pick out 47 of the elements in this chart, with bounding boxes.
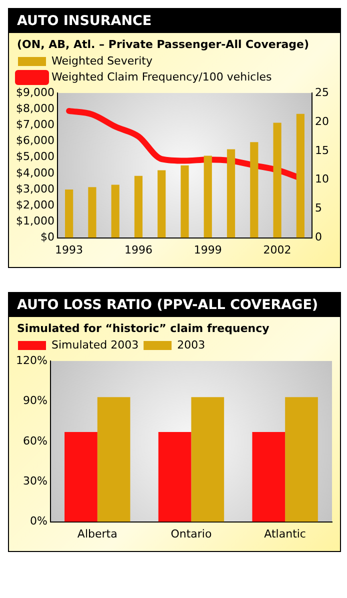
x-tick-label: 1993 <box>55 243 84 256</box>
y2-tick-label: 0 <box>315 230 322 244</box>
x-tick-label: 2002 <box>263 243 292 256</box>
bar <box>296 114 304 238</box>
y-tick-label: $6,000 <box>16 134 54 148</box>
legend-label: Simulated 2003 <box>52 338 139 352</box>
legend-label: 2003 <box>177 338 206 352</box>
bar <box>250 142 258 238</box>
y-tick-label: 120% <box>16 354 48 367</box>
y-tick-label: $7,000 <box>16 118 54 132</box>
legend-label: Weighted Claim Frequency/100 vehicles <box>52 70 272 84</box>
y-tick-label: $2,000 <box>16 198 54 212</box>
bar <box>134 176 143 238</box>
y2-tick-label: 25 <box>315 86 330 99</box>
bar <box>88 187 96 238</box>
legend-label: Weighted Severity <box>52 54 153 68</box>
x-tick-label: Alberta <box>77 527 118 540</box>
bar <box>65 190 74 238</box>
y2-tick-label: 10 <box>315 172 330 186</box>
y-tick-label: $8,000 <box>16 102 54 115</box>
y-tick-label: $3,000 <box>16 182 54 196</box>
y-tick-label: 30% <box>22 474 48 488</box>
y2-tick-label: 20 <box>315 114 330 128</box>
bar <box>111 184 120 238</box>
y-tick-label: 90% <box>22 394 48 408</box>
bar <box>204 156 212 238</box>
chart-title: AUTO LOSS RATIO (PPV-ALL COVERAGE) <box>9 293 340 317</box>
y2-tick-label: 5 <box>315 202 322 215</box>
bar <box>226 149 236 238</box>
chart-subtitle: (ON, AB, Atl. – Private Passenger-All Coverage) <box>16 37 310 51</box>
chart-subtitle: Simulated for “historic” claim frequency <box>16 321 270 335</box>
x-tick-label: Ontario <box>170 527 212 540</box>
y-tick-label: 60% <box>22 434 48 448</box>
y-tick-label: $9,000 <box>16 86 54 99</box>
bar <box>180 165 189 238</box>
y-tick-label: $1,000 <box>16 214 54 228</box>
y-tick-label: 0% <box>30 514 48 528</box>
x-tick-label: Atlantic <box>264 527 306 540</box>
y-tick-label: $4,000 <box>16 166 54 180</box>
chart-title: AUTO INSURANCE <box>9 9 340 33</box>
bar <box>158 170 166 238</box>
y-tick-label: $0 <box>40 230 54 244</box>
x-tick-label: 1996 <box>124 243 152 256</box>
bar <box>273 122 282 238</box>
y-tick-label: $5,000 <box>16 150 54 164</box>
y2-tick-label: 15 <box>315 144 330 157</box>
x-tick-label: 1999 <box>194 243 222 256</box>
